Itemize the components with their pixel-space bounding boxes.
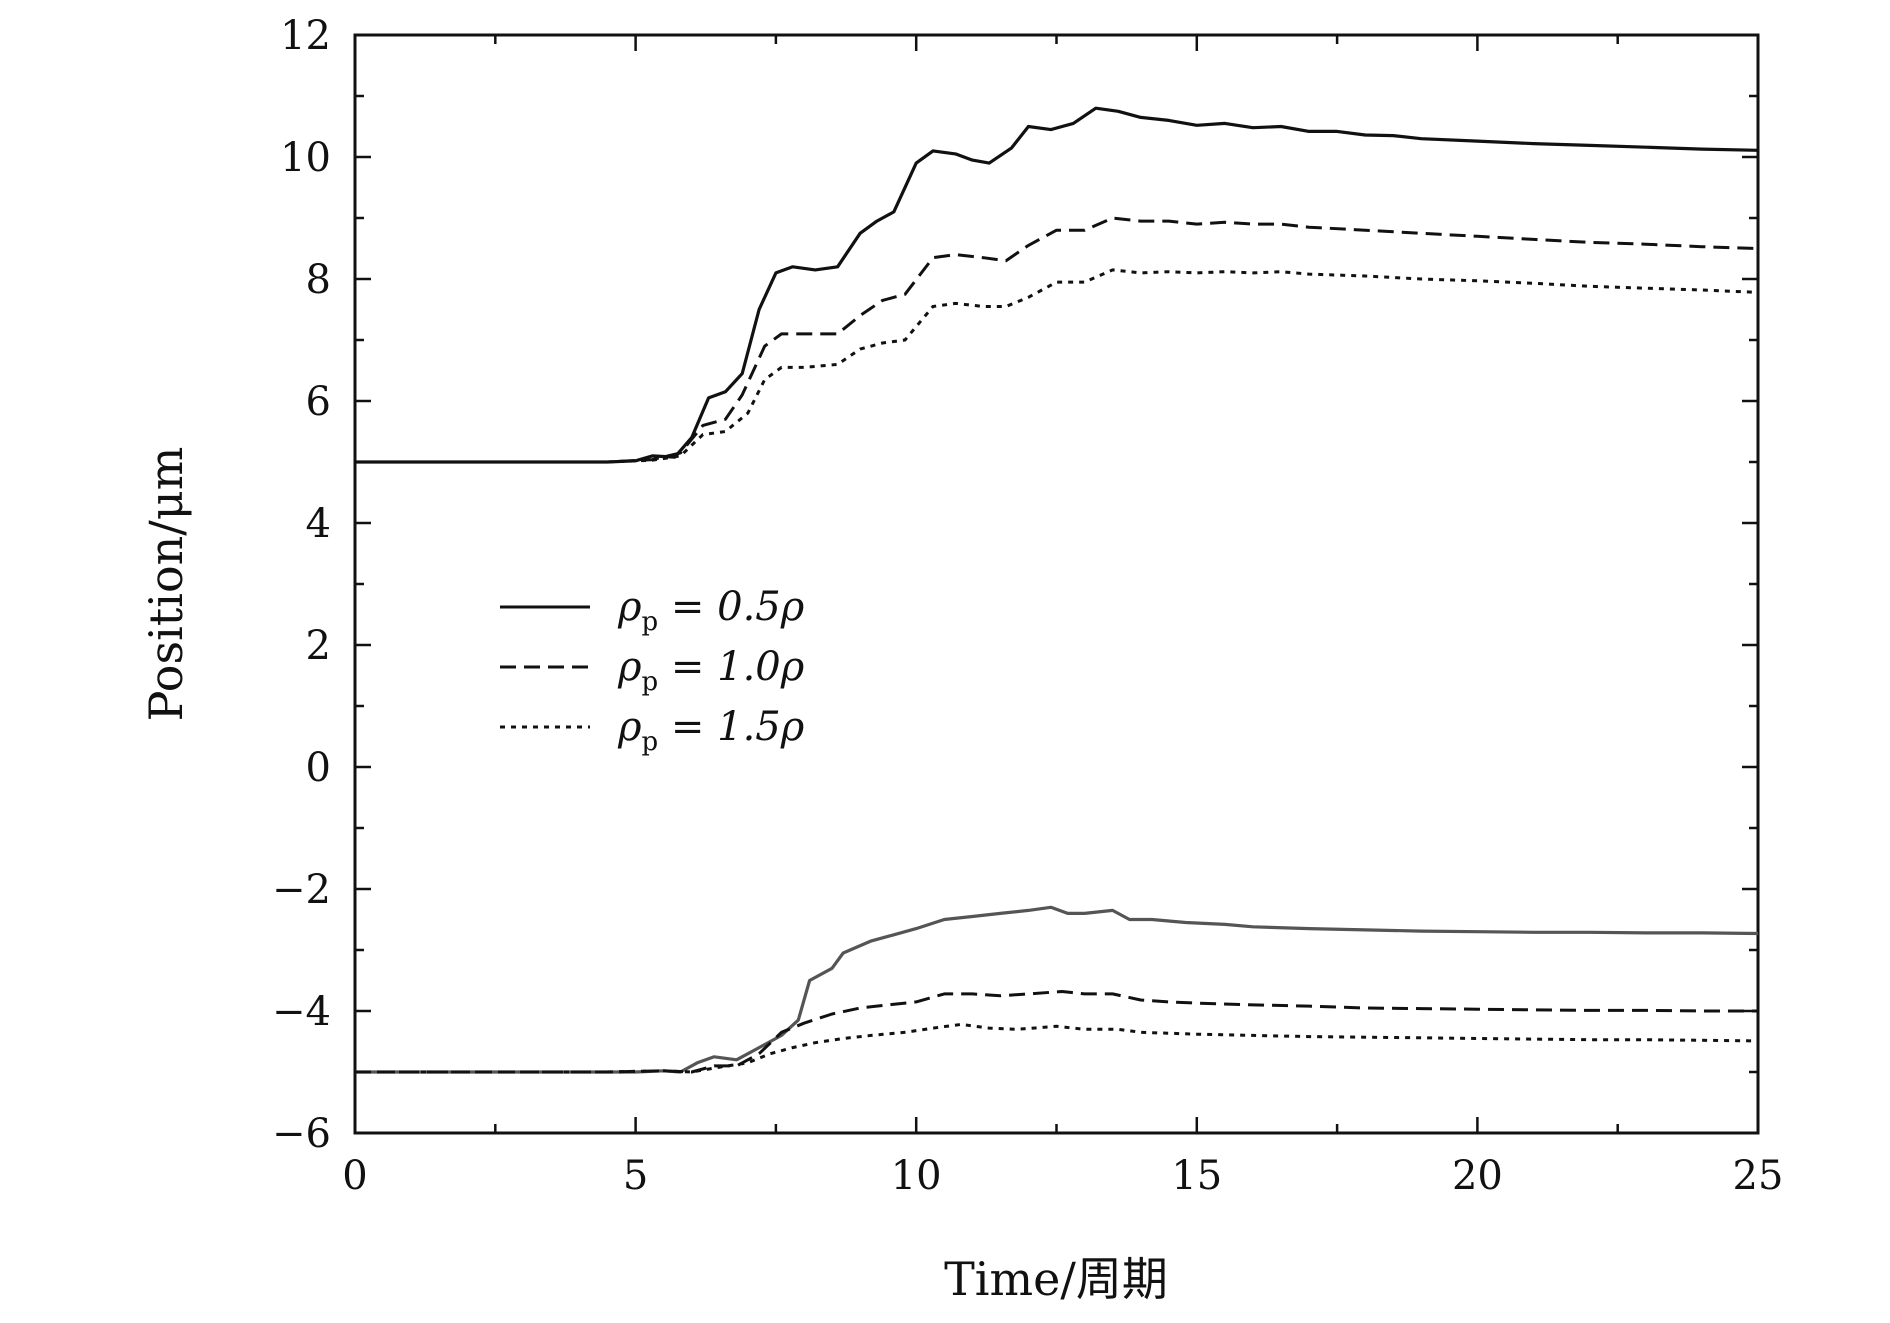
series-line-upper-dashed: [355, 216, 1759, 464]
y-tick-label: 12: [280, 13, 331, 59]
y-tick-label: 6: [306, 379, 331, 425]
data-series: [355, 106, 1759, 1074]
y-tick-label: −6: [272, 1111, 331, 1157]
x-tick-labels: 0 5 10 15 20 25: [342, 1153, 1783, 1199]
x-tick-label: 10: [891, 1153, 942, 1199]
series-line-upper-dotted: [355, 268, 1759, 464]
y-tick-label: −4: [272, 989, 331, 1035]
legend-label: ρp = 1.5ρ: [617, 704, 805, 757]
axis-ticks: [353, 33, 1760, 1135]
x-tick-label: 25: [1733, 1153, 1784, 1199]
series-line-lower-solid: [355, 905, 1759, 1074]
plot-frame: [353, 33, 1760, 1135]
legend-label: ρp = 1.0ρ: [617, 644, 805, 697]
series-line-lower-dashed: [355, 990, 1758, 1074]
y-tick-label: 8: [306, 257, 331, 303]
y-axis-title: Position/μm: [139, 447, 193, 722]
legend-label: ρp = 0.5ρ: [617, 584, 805, 637]
legend: ρp = 0.5ρ ρp = 1.0ρ ρp = 1.5ρ: [500, 584, 805, 757]
y-tick-label: 2: [306, 623, 331, 669]
x-tick-label: 0: [342, 1153, 367, 1199]
y-tick-label: 4: [306, 501, 331, 547]
x-tick-label: 5: [623, 1153, 648, 1199]
x-tick-label: 20: [1452, 1153, 1503, 1199]
series-line-upper-solid: [355, 106, 1759, 464]
x-tick-label: 15: [1171, 1153, 1222, 1199]
y-tick-labels: −6 −4 −2 0 2 4 6 8 10 12: [272, 13, 331, 1157]
series-line-lower-dotted: [355, 1022, 1759, 1074]
y-tick-label: 10: [280, 135, 331, 181]
y-tick-label: 0: [306, 745, 331, 791]
x-axis-title: Time/周期: [944, 1252, 1168, 1306]
y-tick-label: −2: [272, 867, 331, 913]
